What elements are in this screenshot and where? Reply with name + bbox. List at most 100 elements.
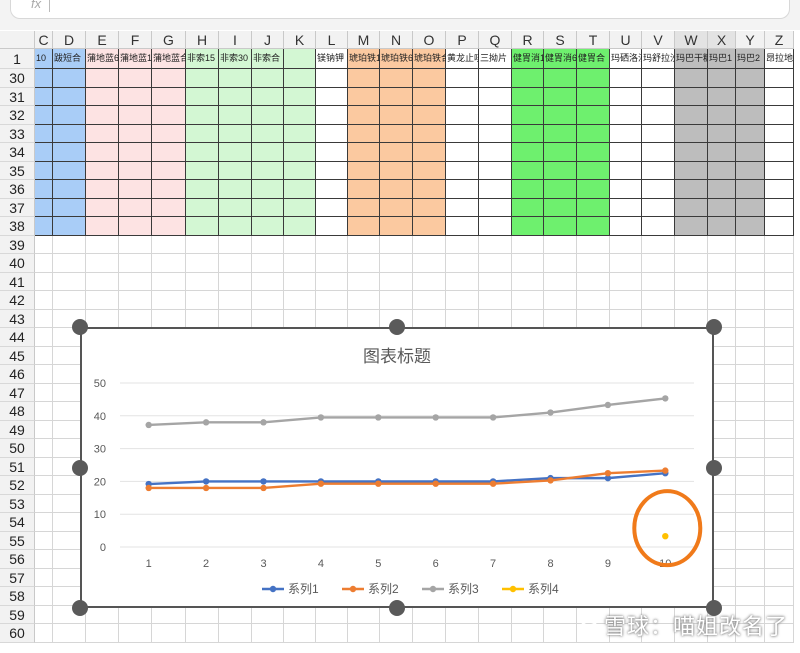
cell-l32[interactable] [316, 106, 348, 125]
cell-n60[interactable] [380, 624, 413, 643]
cell-z32[interactable] [765, 106, 794, 125]
cell-d30[interactable] [53, 69, 86, 88]
row-header-37[interactable]: 37 [0, 199, 35, 217]
cell-m34[interactable] [348, 143, 380, 162]
row-header-30[interactable]: 30 [0, 69, 35, 88]
cell-c35[interactable] [35, 162, 53, 180]
cell-g40[interactable] [152, 254, 186, 273]
row-header-60[interactable]: 60 [0, 624, 35, 643]
cell-l33[interactable] [316, 125, 348, 143]
cell-x51[interactable] [708, 458, 736, 476]
row-header-46[interactable]: 46 [0, 365, 35, 384]
cell-x49[interactable] [708, 421, 736, 439]
cell-z30[interactable] [765, 69, 794, 88]
cell-c49[interactable] [35, 421, 53, 439]
cell-j36[interactable] [252, 180, 284, 199]
cell-o1[interactable]: 琥珀铁合 [413, 49, 446, 69]
cell-z47[interactable] [765, 384, 794, 402]
cell-k31[interactable] [284, 88, 316, 106]
cell-v35[interactable] [642, 162, 675, 180]
cell-g1[interactable]: 蒲地蓝合 [152, 49, 186, 69]
cell-r43[interactable] [512, 310, 544, 328]
cell-g41[interactable] [152, 273, 186, 291]
cell-m35[interactable] [348, 162, 380, 180]
cell-e37[interactable] [86, 199, 119, 217]
cell-k60[interactable] [284, 624, 316, 643]
cell-v36[interactable] [642, 180, 675, 199]
cell-q36[interactable] [479, 180, 512, 199]
cell-z45[interactable] [765, 347, 794, 365]
cell-n30[interactable] [380, 69, 413, 88]
cell-s60[interactable] [544, 624, 577, 643]
chart-resize-handle[interactable] [706, 600, 722, 616]
cell-z49[interactable] [765, 421, 794, 439]
row-header-54[interactable]: 54 [0, 513, 35, 532]
cell-z42[interactable] [765, 291, 794, 310]
cell-g35[interactable] [152, 162, 186, 180]
cell-x1[interactable]: 玛巴1 [708, 49, 736, 69]
cell-n35[interactable] [380, 162, 413, 180]
cell-y33[interactable] [736, 125, 765, 143]
cell-z43[interactable] [765, 310, 794, 328]
cell-p37[interactable] [446, 199, 479, 217]
cell-k40[interactable] [284, 254, 316, 273]
cell-c1[interactable]: 10 [35, 49, 53, 69]
cell-x44[interactable] [708, 328, 736, 347]
cell-z50[interactable] [765, 439, 794, 458]
cell-c30[interactable] [35, 69, 53, 88]
cell-c33[interactable] [35, 125, 53, 143]
cell-z55[interactable] [765, 532, 794, 550]
row-header-41[interactable]: 41 [0, 273, 35, 291]
column-header-d[interactable]: D [53, 31, 86, 49]
row-header-35[interactable]: 35 [0, 162, 35, 180]
cell-x55[interactable] [708, 532, 736, 550]
cell-o41[interactable] [413, 273, 446, 291]
column-header-i[interactable]: I [219, 31, 252, 49]
cell-d40[interactable] [53, 254, 86, 273]
cell-u34[interactable] [610, 143, 642, 162]
cell-o32[interactable] [413, 106, 446, 125]
cell-c31[interactable] [35, 88, 53, 106]
cell-q32[interactable] [479, 106, 512, 125]
cell-j59[interactable] [252, 606, 284, 624]
cell-x47[interactable] [708, 384, 736, 402]
cell-y36[interactable] [736, 180, 765, 199]
cell-y37[interactable] [736, 199, 765, 217]
cell-c42[interactable] [35, 291, 53, 310]
cell-f59[interactable] [119, 606, 152, 624]
cell-h32[interactable] [186, 106, 219, 125]
cell-u30[interactable] [610, 69, 642, 88]
cell-r33[interactable] [512, 125, 544, 143]
cell-n39[interactable] [380, 236, 413, 254]
cell-y52[interactable] [736, 476, 765, 495]
cell-s1[interactable]: 健胃消6 [544, 49, 577, 69]
cell-i60[interactable] [219, 624, 252, 643]
cell-f60[interactable] [119, 624, 152, 643]
cell-y50[interactable] [736, 439, 765, 458]
row-header-57[interactable]: 57 [0, 569, 35, 587]
cell-x40[interactable] [708, 254, 736, 273]
cell-k30[interactable] [284, 69, 316, 88]
column-header-y[interactable]: Y [736, 31, 765, 49]
cell-t40[interactable] [577, 254, 610, 273]
cell-l42[interactable] [316, 291, 348, 310]
cell-e31[interactable] [86, 88, 119, 106]
cell-p32[interactable] [446, 106, 479, 125]
cell-c36[interactable] [35, 180, 53, 199]
cell-w35[interactable] [675, 162, 708, 180]
cell-x33[interactable] [708, 125, 736, 143]
cell-w60[interactable] [675, 624, 708, 643]
cell-t34[interactable] [577, 143, 610, 162]
row-header-34[interactable]: 34 [0, 143, 35, 162]
cell-i31[interactable] [219, 88, 252, 106]
cell-y41[interactable] [736, 273, 765, 291]
cell-s36[interactable] [544, 180, 577, 199]
cell-w40[interactable] [675, 254, 708, 273]
cell-t37[interactable] [577, 199, 610, 217]
cell-e33[interactable] [86, 125, 119, 143]
cell-j31[interactable] [252, 88, 284, 106]
cell-r30[interactable] [512, 69, 544, 88]
cell-f35[interactable] [119, 162, 152, 180]
cell-k33[interactable] [284, 125, 316, 143]
cell-m1[interactable]: 琥珀铁10 [348, 49, 380, 69]
